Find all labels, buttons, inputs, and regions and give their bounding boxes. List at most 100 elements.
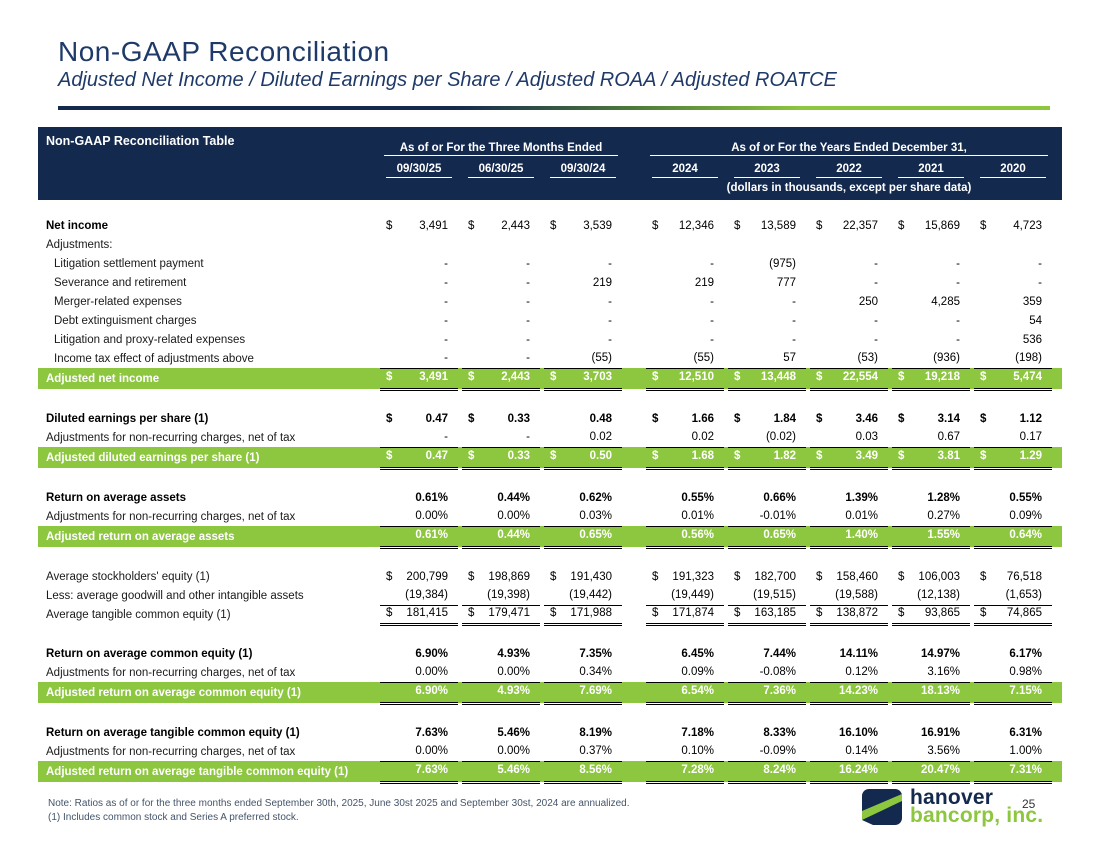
value-cell: $3,491 (386, 219, 448, 232)
value-cell: - (380, 428, 458, 448)
value-cell: 219 (694, 276, 714, 289)
value-cell: 0.10% (646, 742, 724, 762)
logo-text: hanover bancorp, inc. (910, 787, 1043, 826)
value-cell: - (462, 349, 540, 369)
table-row: Average tangible common equity (1) $181,4… (38, 604, 1062, 626)
value-cell: 5.46% (497, 726, 530, 739)
value-cell: 6.31% (1009, 726, 1042, 739)
value-cell: 1.55% (892, 525, 970, 549)
value-cell: 0.01% (810, 507, 888, 527)
table-row-adjusted: Adjusted net income $3,491 $2,443 $3,703 $12… (38, 367, 1062, 391)
value-cell: 7.28% (646, 760, 724, 784)
value-cell: 0.98% (974, 663, 1052, 683)
table-row: Adjustments for non-recurring charges, n… (38, 742, 1062, 762)
value-cell: - (526, 257, 530, 270)
value-cell: 0.37% (544, 742, 622, 762)
value-cell (646, 235, 724, 254)
value-cell: - (792, 314, 796, 327)
value-cell: 8.24% (728, 760, 806, 784)
value-cell: $22,357 (816, 219, 878, 232)
value-cell: $171,874 (646, 604, 724, 626)
table-row: Debt extinguisment charges - - - - - - - 54 (38, 311, 1062, 330)
value-cell: $191,430 (550, 570, 612, 583)
table-row: Adjustments for non-recurring charges, n… (38, 428, 1062, 448)
value-cell: - (526, 276, 530, 289)
row-label: Adjustments for non-recurring charges, n… (46, 431, 296, 444)
table-section: Return on average common equity (1) 6.90%… (38, 644, 1062, 705)
value-cell: - (444, 295, 448, 308)
value-cell: 6.54% (646, 681, 724, 705)
company-logo: hanover bancorp, inc. (862, 787, 1043, 826)
value-cell: - (444, 314, 448, 327)
table-row: Adjustments: (38, 235, 1062, 254)
value-cell: (19,515) (728, 586, 806, 606)
value-cell: - (1038, 276, 1042, 289)
row-label: Severance and retirement (54, 276, 187, 289)
value-cell: $74,865 (974, 604, 1052, 626)
col-header-2022: 2022 (816, 163, 882, 178)
value-cell: - (874, 276, 878, 289)
value-cell (462, 235, 540, 254)
value-cell: (19,442) (544, 586, 622, 606)
value-cell: $1.12 (980, 412, 1042, 425)
value-cell: 7.18% (681, 726, 714, 739)
column-group-three-months: As of or For the Three Months Ended (384, 142, 618, 156)
value-cell: $3.49 (810, 446, 888, 470)
units-note: (dollars in thousands, except per share … (726, 181, 972, 194)
row-label: Adjustments: (46, 238, 113, 251)
value-cell: $191,323 (652, 570, 714, 583)
value-cell: $22,554 (810, 367, 888, 391)
value-cell: $0.33 (462, 446, 540, 470)
value-cell: $0.50 (544, 446, 622, 470)
table-row-adjusted: Adjusted return on average assets 0.61% 0.… (38, 525, 1062, 549)
value-cell: $5,474 (974, 367, 1052, 391)
row-label: Return on average tangible common equity… (46, 726, 300, 739)
value-cell: (0.02) (728, 428, 806, 448)
table-title: Non-GAAP Reconciliation Table (46, 134, 235, 148)
value-cell: 250 (858, 295, 878, 308)
value-cell: - (956, 257, 960, 270)
row-label: Adjustments for non-recurring charges, n… (46, 745, 296, 758)
value-cell: 777 (776, 276, 796, 289)
row-label: Adjusted diluted earnings per share (1) (46, 451, 260, 464)
row-label: Debt extinguisment charges (54, 314, 197, 327)
value-cell: 0.48 (589, 412, 612, 425)
table-row: Net income $3,491 $2,443 $3,539 $12,346 $13,5… (38, 216, 1062, 235)
value-cell: 7.69% (544, 681, 622, 705)
value-cell: $0.47 (386, 412, 448, 425)
value-cell: 0.09% (974, 507, 1052, 527)
value-cell: - (444, 333, 448, 346)
value-cell: 1.39% (845, 491, 878, 504)
value-cell: 0.64% (974, 525, 1052, 549)
value-cell: 0.00% (462, 663, 540, 683)
value-cell: - (956, 276, 960, 289)
value-cell: 0.00% (380, 663, 458, 683)
row-label: Adjusted net income (46, 372, 160, 385)
value-cell: 0.65% (728, 525, 806, 549)
value-cell: 359 (1022, 295, 1042, 308)
footnote-line2: (1) Includes common stock and Series A p… (48, 812, 299, 823)
table-row: Diluted earnings per share (1) $0.47 $0.33… (38, 409, 1062, 428)
value-cell: $179,471 (462, 604, 540, 626)
row-label: Average stockholders' equity (1) (46, 570, 210, 583)
hanover-logo-icon (862, 789, 902, 825)
value-cell (810, 235, 888, 254)
value-cell: 0.03 (810, 428, 888, 448)
value-cell: 8.33% (763, 726, 796, 739)
value-cell: - (874, 257, 878, 270)
value-cell: - (874, 314, 878, 327)
value-cell: 0.17 (974, 428, 1052, 448)
value-cell: 0.34% (544, 663, 622, 683)
value-cell: 7.35% (579, 647, 612, 660)
table-col-headers: 09/30/25 06/30/25 09/30/24 2024 2023 2022 2021… (38, 156, 1062, 178)
value-cell: $0.47 (380, 446, 458, 470)
table-section: Net income $3,491 $2,443 $3,539 $12,346 $13,5… (38, 216, 1062, 391)
value-cell: - (956, 314, 960, 327)
value-cell: 7.36% (728, 681, 806, 705)
table-row: Less: average goodwill and other intangi… (38, 586, 1062, 606)
value-cell: 6.90% (380, 681, 458, 705)
table-row: Litigation settlement payment - - - - (975) - -… (38, 254, 1062, 273)
value-cell: $182,700 (734, 570, 796, 583)
value-cell: 0.44% (462, 525, 540, 549)
